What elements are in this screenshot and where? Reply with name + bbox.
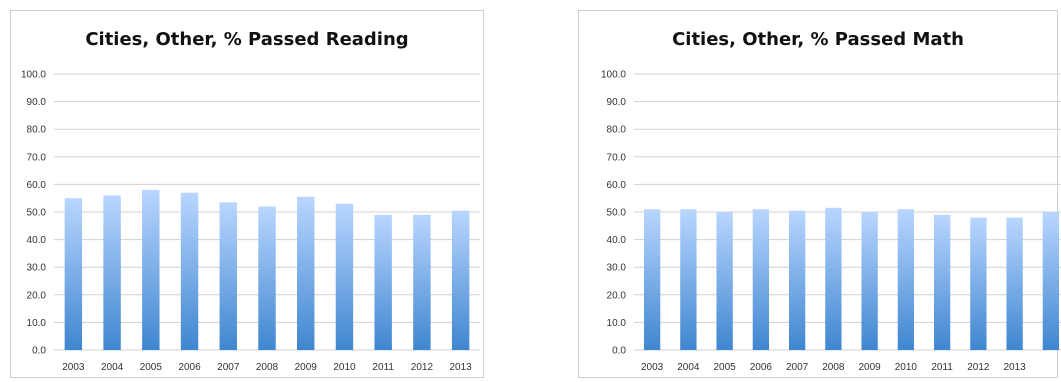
x-tick-label: 2008 xyxy=(822,362,845,373)
x-tick-label: 2006 xyxy=(750,362,773,373)
y-tick-label: 90.0 xyxy=(27,97,47,108)
bar xyxy=(413,214,431,350)
x-tick-label: 2007 xyxy=(217,362,240,373)
chart-title: Cities, Other, % Passed Math xyxy=(672,29,964,50)
x-tick-label: 2013 xyxy=(450,362,473,373)
x-tick-label: 2009 xyxy=(859,362,882,373)
y-tick-label: 10.0 xyxy=(27,318,47,329)
math-chart: Cities, Other, % Passed Math 0.0 10.0 20.0… xyxy=(578,10,1061,378)
x-tick-label: 2012 xyxy=(411,362,434,373)
y-tick-label: 50.0 xyxy=(27,208,47,219)
bar xyxy=(180,192,199,350)
x-tick-label: 2008 xyxy=(256,362,279,373)
bar xyxy=(64,198,83,350)
x-tick-label: 2005 xyxy=(714,362,737,373)
x-tick-label: 2009 xyxy=(295,362,318,373)
bar xyxy=(716,212,733,350)
x-tick-label: 2012 xyxy=(967,362,990,373)
y-tick-label: 60.0 xyxy=(607,180,627,191)
bar xyxy=(897,209,915,350)
x-tick-label: 2011 xyxy=(372,362,394,373)
x-tick-label: 2011 xyxy=(931,362,953,373)
reading-chart: Cities, Other, % Passed Reading 0.0 10.0 2… xyxy=(10,10,484,378)
y-tick-label: 80.0 xyxy=(607,125,627,136)
y-tick-label: 0.0 xyxy=(32,346,46,357)
bar xyxy=(1042,212,1060,350)
bar xyxy=(297,196,315,350)
bar xyxy=(142,189,160,350)
math-chart-plot: 0.0 10.0 20.0 30.0 40.0 50.0 60.0 70.0 80.0 90.0 1… xyxy=(601,70,1061,373)
bar xyxy=(219,202,237,350)
bar xyxy=(752,209,770,350)
x-tick-label: 2003 xyxy=(62,362,85,373)
bar xyxy=(451,210,470,350)
x-tick-label: 2013 xyxy=(1004,362,1027,373)
x-tick-label: 2005 xyxy=(140,362,163,373)
bar xyxy=(1006,217,1023,350)
bar xyxy=(258,206,276,350)
y-tick-label: 40.0 xyxy=(607,235,627,246)
bar xyxy=(335,203,354,350)
y-tick-label: 70.0 xyxy=(27,152,47,163)
y-tick-label: 20.0 xyxy=(27,290,47,301)
reading-chart-plot: 0.0 10.0 20.0 30.0 40.0 50.0 60.0 70.0 80.0 90.0 1… xyxy=(21,70,480,373)
y-tick-label: 30.0 xyxy=(27,263,47,274)
bar xyxy=(933,214,951,350)
bar xyxy=(643,209,661,350)
bar xyxy=(970,217,987,350)
y-tick-label: 50.0 xyxy=(607,208,627,219)
bar xyxy=(861,212,878,350)
x-tick-label: 2010 xyxy=(333,362,356,373)
y-tick-label: 70.0 xyxy=(607,152,627,163)
y-tick-label: 0.0 xyxy=(612,346,626,357)
x-tick-label: 2003 xyxy=(641,362,664,373)
y-tick-label: 40.0 xyxy=(27,235,47,246)
x-tick-label: 2006 xyxy=(178,362,201,373)
bar xyxy=(680,209,697,350)
y-tick-label: 100.0 xyxy=(21,70,46,81)
bar xyxy=(825,207,842,350)
x-tick-label: 2007 xyxy=(786,362,809,373)
x-tick-label: 2010 xyxy=(895,362,918,373)
y-tick-label: 90.0 xyxy=(607,97,627,108)
y-tick-label: 20.0 xyxy=(607,290,627,301)
y-tick-label: 80.0 xyxy=(27,125,47,136)
bar xyxy=(374,214,392,350)
y-tick-label: 100.0 xyxy=(601,70,626,81)
chart-title: Cities, Other, % Passed Reading xyxy=(85,29,409,50)
y-tick-label: 10.0 xyxy=(607,318,627,329)
x-tick-label: 2004 xyxy=(677,362,700,373)
bar xyxy=(788,210,806,350)
bar xyxy=(103,195,121,350)
y-tick-label: 30.0 xyxy=(607,263,627,274)
y-tick-label: 60.0 xyxy=(27,180,47,191)
x-tick-label: 2004 xyxy=(101,362,124,373)
